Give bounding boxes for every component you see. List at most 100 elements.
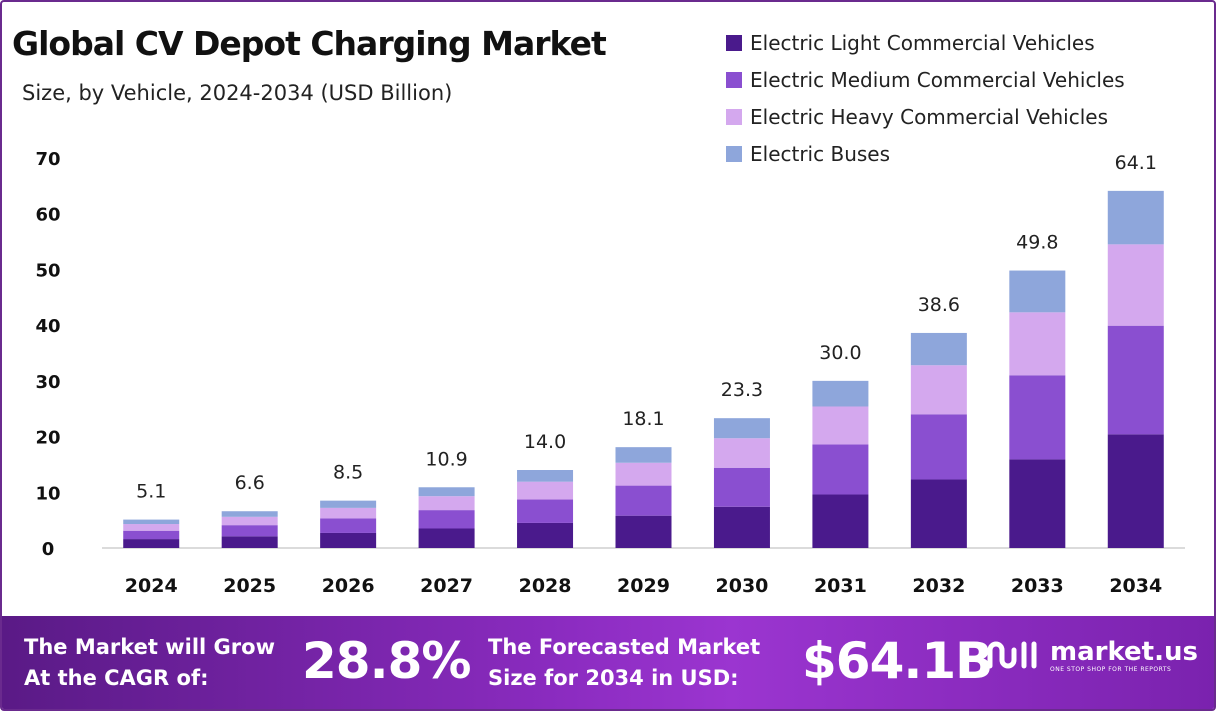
bar-segment — [615, 447, 672, 463]
bar-segment — [713, 506, 770, 548]
bar-segment — [123, 539, 180, 548]
chart-title: Global CV Depot Charging Market — [12, 24, 607, 63]
bar-segment — [713, 418, 770, 439]
bar-segment — [910, 479, 967, 548]
legend-item-heavy: Electric Heavy Commercial Vehicles — [726, 98, 1125, 135]
bar-total-label: 18.1 — [622, 408, 664, 430]
bar-segment — [123, 519, 180, 525]
bar-segment — [812, 444, 869, 495]
legend-item-buses: Electric Buses — [726, 135, 1125, 172]
y-tick-label: 30 — [35, 372, 60, 393]
bar-total-label: 8.5 — [333, 462, 363, 484]
bar-segment — [1009, 375, 1066, 460]
cagr-caption-line2: At the CAGR of: — [24, 666, 209, 690]
bar-segment — [320, 507, 377, 519]
bar-segment — [615, 485, 672, 516]
bar-total-label: 64.1 — [1115, 152, 1157, 174]
bar-total-label: 14.0 — [524, 431, 566, 453]
bar-total-label: 10.9 — [425, 448, 467, 470]
y-tick-label: 40 — [35, 316, 60, 337]
summary-banner: The Market will Grow At the CAGR of: 28.… — [2, 616, 1214, 709]
bar-segment — [812, 406, 869, 445]
legend-item-medium: Electric Medium Commercial Vehicles — [726, 61, 1125, 98]
brand-name: market.us — [1050, 636, 1198, 667]
forecast-caption-line1: The Forecasted Market — [488, 635, 761, 659]
bar-segment — [418, 487, 475, 497]
x-tick-label: 2026 — [322, 575, 375, 597]
bar-segment — [418, 510, 475, 529]
bar-segment — [221, 516, 278, 526]
bar-segment — [221, 525, 278, 537]
legend-swatch-light — [726, 34, 742, 51]
bar-segment — [320, 518, 377, 533]
x-tick-label: 2032 — [912, 575, 965, 597]
y-tick-label: 10 — [35, 483, 60, 504]
bar-segment — [615, 515, 672, 548]
bar-segment — [1107, 325, 1164, 435]
bar-total-label: 38.6 — [918, 294, 960, 316]
legend-swatch-buses — [726, 145, 742, 162]
bar-segment — [517, 522, 574, 548]
legend-swatch-heavy — [726, 108, 742, 125]
bar-segment — [1107, 190, 1164, 245]
bar-segment — [221, 536, 278, 548]
market-us-logo: market.us ONE STOP SHOP FOR THE REPORTS — [986, 636, 1198, 674]
stacked-bar-chart: 0102030405060705.120246.620258.5202610.9… — [35, 149, 1185, 597]
legend-label-medium: Electric Medium Commercial Vehicles — [750, 67, 1125, 92]
bar-total-label: 5.1 — [136, 481, 166, 503]
x-tick-label: 2033 — [1011, 575, 1064, 597]
bar-segment — [1009, 459, 1066, 548]
bar-segment — [320, 532, 377, 548]
bar-segment — [812, 494, 869, 548]
bar-segment — [517, 470, 574, 482]
bar-total-label: 23.3 — [721, 379, 763, 401]
x-tick-label: 2028 — [519, 575, 572, 597]
cagr-caption-line1: The Market will Grow — [24, 635, 275, 659]
bar-segment — [123, 530, 180, 540]
x-tick-label: 2025 — [223, 575, 276, 597]
bar-segment — [1107, 434, 1164, 548]
legend-swatch-medium — [726, 71, 742, 88]
x-tick-label: 2031 — [814, 575, 867, 597]
x-tick-label: 2027 — [420, 575, 473, 597]
bar-segment — [1107, 244, 1164, 326]
forecast-caption-line2: Size for 2034 in USD: — [488, 666, 739, 690]
y-tick-label: 50 — [35, 260, 60, 281]
cagr-caption: The Market will Grow At the CAGR of: — [24, 632, 275, 694]
bar-total-label: 49.8 — [1016, 232, 1058, 254]
bar-segment — [320, 500, 377, 508]
forecast-caption: The Forecasted Market Size for 2034 in U… — [488, 632, 760, 694]
x-tick-label: 2029 — [617, 575, 670, 597]
y-tick-label: 20 — [35, 428, 60, 449]
y-tick-label: 60 — [35, 205, 60, 226]
forecast-value: $64.1B — [802, 632, 993, 690]
bar-segment — [418, 496, 475, 511]
chart-legend: Electric Light Commercial Vehicles Elect… — [726, 24, 1125, 172]
cagr-value: 28.8% — [302, 632, 471, 690]
bar-total-label: 30.0 — [819, 342, 861, 364]
x-tick-label: 2030 — [716, 575, 769, 597]
x-tick-label: 2024 — [125, 575, 178, 597]
market-us-logo-icon — [987, 641, 1037, 669]
x-tick-label: 2034 — [1109, 575, 1162, 597]
bar-segment — [517, 481, 574, 500]
legend-label-buses: Electric Buses — [750, 141, 891, 166]
bar-segment — [615, 462, 672, 486]
bar-segment — [910, 414, 967, 480]
bar-segment — [1009, 270, 1066, 313]
legend-label-light: Electric Light Commercial Vehicles — [750, 30, 1095, 55]
bar-segment — [517, 499, 574, 523]
y-tick-label: 70 — [35, 149, 60, 170]
bar-segment — [1009, 312, 1066, 376]
bar-segment — [812, 380, 869, 407]
bar-segment — [713, 438, 770, 468]
bar-segment — [123, 524, 180, 531]
bar-segment — [910, 332, 967, 366]
legend-label-heavy: Electric Heavy Commercial Vehicles — [750, 104, 1109, 129]
bar-segment — [418, 528, 475, 548]
bar-segment — [713, 467, 770, 507]
legend-item-light: Electric Light Commercial Vehicles — [726, 24, 1125, 61]
brand-tagline: ONE STOP SHOP FOR THE REPORTS — [1050, 665, 1172, 673]
chart-subtitle: Size, by Vehicle, 2024-2034 (USD Billion… — [22, 81, 453, 105]
